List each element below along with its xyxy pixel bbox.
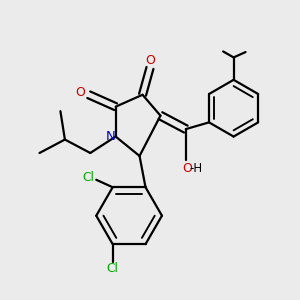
Text: N: N xyxy=(105,130,115,143)
Text: Cl: Cl xyxy=(107,262,118,275)
Text: O: O xyxy=(75,86,85,100)
Text: -H: -H xyxy=(190,162,203,175)
Text: O: O xyxy=(182,162,192,175)
Text: O: O xyxy=(145,54,155,67)
Text: Cl: Cl xyxy=(83,171,95,184)
